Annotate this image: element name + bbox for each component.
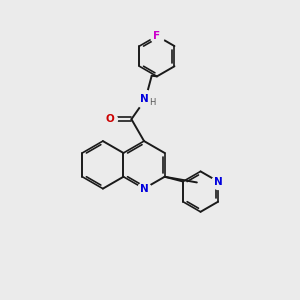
Text: N: N [140,94,148,104]
Text: O: O [106,114,114,124]
Text: N: N [140,184,148,194]
Text: N: N [214,176,222,187]
Text: H: H [149,98,155,107]
Text: F: F [153,31,161,41]
